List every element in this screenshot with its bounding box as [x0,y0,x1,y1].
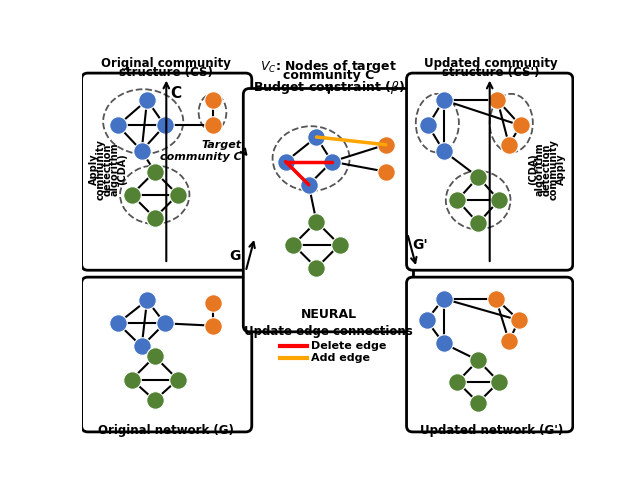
FancyBboxPatch shape [82,277,252,432]
Text: Add edge: Add edge [311,353,370,363]
Point [280,158,291,166]
Point [494,378,504,386]
Point [335,241,345,249]
Text: Apply: Apply [556,154,566,185]
Point [473,356,483,364]
Point [438,294,449,302]
FancyBboxPatch shape [82,73,252,270]
Point [423,122,433,130]
Point [311,218,321,226]
Point [113,320,123,328]
Text: structure (CS'): structure (CS') [442,66,540,79]
Text: Budget constraint ($\beta$): Budget constraint ($\beta$) [253,79,404,96]
FancyBboxPatch shape [243,88,413,332]
Point [303,180,314,188]
Point [173,190,183,198]
Point [142,296,152,304]
Text: algorithm: algorithm [535,142,545,196]
Point [127,190,137,198]
Text: community C: community C [283,69,374,82]
Point [515,122,525,130]
Point [473,398,483,406]
Point [113,122,123,130]
Point [207,96,218,104]
FancyBboxPatch shape [406,277,573,432]
Text: community: community [96,139,106,200]
Text: Target
community C: Target community C [160,140,242,162]
Point [473,173,483,181]
Point [127,376,137,384]
Point [207,122,218,130]
Point [452,378,463,386]
FancyBboxPatch shape [406,73,573,270]
Point [142,96,152,104]
Text: community: community [548,139,559,200]
Text: G': G' [413,238,428,252]
Text: NEURAL: NEURAL [301,308,357,321]
Text: G: G [230,249,241,263]
Point [136,147,147,155]
Point [452,196,463,204]
Point [136,342,147,350]
Point [207,298,218,306]
Point [514,316,524,324]
Text: $V_C$: Nodes of target: $V_C$: Nodes of target [260,58,397,75]
Point [422,316,432,324]
Point [150,352,160,360]
Point [150,396,160,404]
Text: (CDA): (CDA) [528,154,538,185]
Text: Apply: Apply [89,154,99,185]
Point [159,122,170,130]
Point [150,168,160,175]
Text: Update edge connections: Update edge connections [244,325,413,338]
Point [311,133,321,141]
Text: Original community: Original community [101,57,231,70]
Point [173,376,183,384]
Text: Updated community: Updated community [424,57,558,70]
Point [473,219,483,227]
Text: Updated network (G'): Updated network (G') [420,424,563,437]
Point [288,241,298,249]
Point [311,264,321,272]
Point [150,214,160,222]
Text: Original network (G): Original network (G) [99,424,234,437]
Text: detection: detection [103,143,113,196]
Point [504,337,514,345]
Text: algorithm: algorithm [109,142,120,196]
Point [381,140,391,148]
Text: (CDA): (CDA) [116,154,127,185]
Point [327,158,337,166]
Point [207,322,218,330]
Point [494,196,504,204]
Text: detection: detection [541,143,552,196]
Point [438,147,449,155]
Point [491,294,501,302]
Point [438,96,449,104]
Text: C: C [170,86,181,102]
Point [492,96,502,104]
Text: Delete edge: Delete edge [311,342,387,351]
Point [381,168,391,175]
Point [504,140,514,148]
Point [438,340,449,347]
Point [159,320,170,328]
Text: structure (CS): structure (CS) [120,66,213,79]
